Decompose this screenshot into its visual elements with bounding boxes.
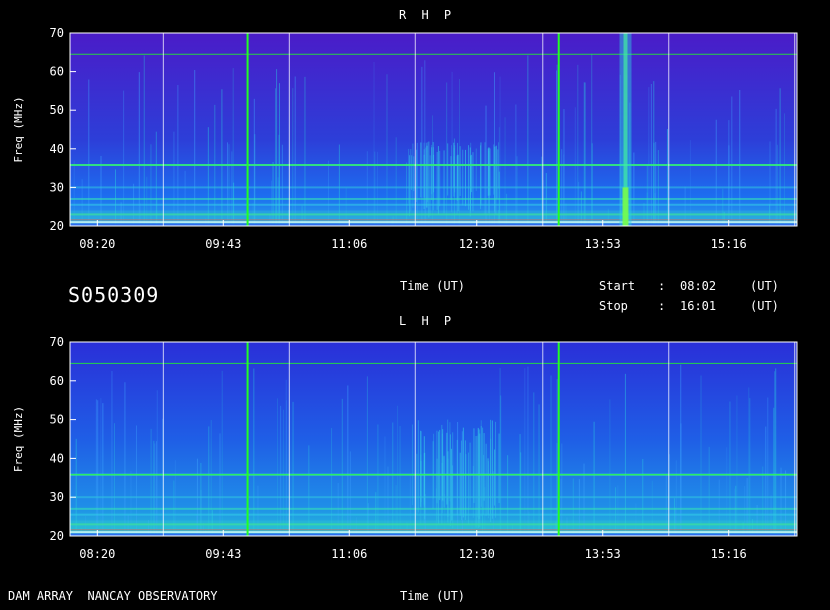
rhp-freq-band	[70, 197, 797, 200]
lhp-low-freq-glow	[70, 520, 797, 536]
rhp-frame	[69, 32, 798, 227]
rhp-y-tick-label: 70	[50, 26, 64, 40]
lhp-y-tick-label: 20	[50, 529, 64, 543]
lhp-y-tick-label: 40	[50, 451, 64, 465]
lhp-x-tick-label: 15:16	[711, 547, 747, 561]
rhp-freq-band	[70, 203, 797, 206]
rhp-y-tick-label: 30	[50, 180, 64, 194]
lhp-freq-band	[70, 496, 797, 499]
rhp-y-tick-label: 40	[50, 142, 64, 156]
stop-value: 16:01	[680, 299, 717, 313]
session-id: S050309	[68, 283, 160, 307]
rhp-freq-band	[70, 219, 797, 221]
rhp-burst-core	[623, 33, 628, 226]
start-colon: :	[658, 279, 666, 293]
rhp-burst-base	[622, 187, 629, 226]
rhp-x-tick-label: 12:30	[459, 237, 495, 251]
start-unit: (UT)	[750, 279, 779, 293]
rhp-x-tick-label: 15:16	[711, 237, 747, 251]
time-axis-label-bottom: Time (UT)	[400, 589, 466, 603]
rhp-freq-band	[70, 223, 797, 226]
time-axis-label-top: Time (UT)	[400, 279, 466, 293]
stop-unit: (UT)	[750, 299, 779, 313]
lhp-y-tick-label: 60	[50, 374, 64, 388]
rhp-y-tick-label: 20	[50, 219, 64, 233]
start-label: Start	[599, 279, 636, 293]
rhp-freq-band	[70, 213, 797, 216]
lhp-x-tick-label: 09:43	[205, 547, 241, 561]
lhp-freq-band	[70, 523, 797, 526]
lhp-y-tick-label: 50	[50, 413, 64, 427]
rhp-freq-band	[70, 221, 797, 224]
lhp-frame	[69, 341, 798, 537]
rhp-x-tick-label: 09:43	[205, 237, 241, 251]
lhp-freq-band	[70, 531, 797, 534]
rhp-x-tick-label: 11:06	[331, 237, 367, 251]
lhp-x-tick-label: 08:20	[79, 547, 115, 561]
lhp-spectrum-bg	[70, 342, 797, 536]
rhp-x-tick-label: 08:20	[79, 237, 115, 251]
lhp-freq-band	[70, 529, 797, 531]
lhp-x-tick-label: 12:30	[459, 547, 495, 561]
observatory-label: DAM ARRAY NANCAY OBSERVATORY	[8, 589, 218, 603]
lhp-title: L H P	[399, 314, 456, 328]
rhp-freq-band	[70, 186, 797, 189]
lhp-freq-band	[70, 533, 797, 536]
rhp-low-freq-glow	[70, 210, 797, 226]
stop-colon: :	[658, 299, 666, 313]
rhp-x-tick-label: 13:53	[585, 237, 621, 251]
stop-label: Stop	[599, 299, 628, 313]
lhp-y-axis-label: Freq (MHz)	[12, 406, 25, 472]
lhp-freq-band	[70, 507, 797, 510]
lhp-freq-band	[70, 513, 797, 516]
lhp-y-tick-label: 30	[50, 490, 64, 504]
rhp-y-tick-label: 50	[50, 103, 64, 117]
rhp-y-tick-label: 60	[50, 65, 64, 79]
lhp-y-tick-label: 70	[50, 335, 64, 349]
lhp-x-tick-label: 11:06	[331, 547, 367, 561]
rhp-title: R H P	[399, 8, 456, 22]
lhp-x-tick-label: 13:53	[585, 547, 621, 561]
start-value: 08:02	[680, 279, 717, 293]
rhp-y-axis-label: Freq (MHz)	[12, 96, 25, 162]
